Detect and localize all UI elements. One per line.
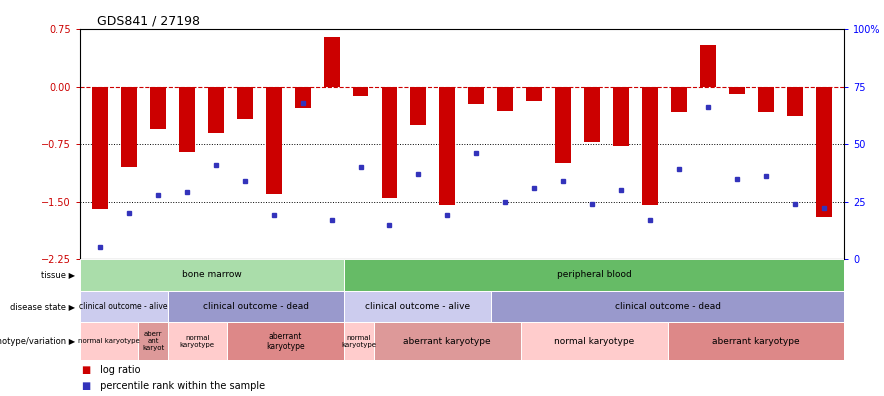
- Bar: [555, 87, 571, 163]
- Text: aberrant karyotype: aberrant karyotype: [713, 337, 800, 346]
- Bar: [344, 291, 492, 322]
- Bar: [266, 87, 282, 194]
- Bar: [121, 87, 137, 167]
- Bar: [374, 322, 521, 360]
- Bar: [80, 291, 168, 322]
- Text: clinical outcome - dead: clinical outcome - dead: [614, 302, 720, 311]
- Text: peripheral blood: peripheral blood: [557, 270, 631, 279]
- Text: clinical outcome - alive: clinical outcome - alive: [80, 302, 168, 311]
- Text: genotype/variation ▶: genotype/variation ▶: [0, 337, 75, 346]
- Text: log ratio: log ratio: [97, 366, 141, 375]
- Bar: [208, 87, 224, 133]
- Text: normal karyotype: normal karyotype: [554, 337, 635, 346]
- Bar: [526, 87, 542, 101]
- Text: clinical outcome - dead: clinical outcome - dead: [203, 302, 309, 311]
- Text: ■: ■: [81, 366, 90, 375]
- Text: ■: ■: [81, 381, 90, 391]
- Bar: [700, 45, 716, 87]
- Text: normal
karyotype: normal karyotype: [341, 335, 377, 348]
- Bar: [168, 291, 344, 322]
- Text: percentile rank within the sample: percentile rank within the sample: [97, 381, 265, 391]
- Text: aberrant karyotype: aberrant karyotype: [403, 337, 491, 346]
- Bar: [80, 259, 344, 291]
- Bar: [439, 87, 455, 206]
- Bar: [226, 322, 344, 360]
- Bar: [139, 322, 168, 360]
- Bar: [237, 87, 253, 119]
- Text: clinical outcome - alive: clinical outcome - alive: [365, 302, 470, 311]
- Text: aberrant
karyotype: aberrant karyotype: [266, 332, 305, 351]
- Bar: [667, 322, 844, 360]
- Bar: [324, 37, 339, 87]
- Bar: [168, 322, 226, 360]
- Text: tissue ▶: tissue ▶: [41, 270, 75, 279]
- Text: GDS841 / 27198: GDS841 / 27198: [97, 14, 201, 27]
- Bar: [344, 322, 374, 360]
- Bar: [410, 87, 426, 125]
- Bar: [521, 322, 667, 360]
- Bar: [382, 87, 398, 198]
- Bar: [353, 87, 369, 96]
- Text: normal karyotype: normal karyotype: [78, 338, 140, 345]
- Text: bone marrow: bone marrow: [182, 270, 242, 279]
- Bar: [344, 259, 844, 291]
- Bar: [584, 87, 600, 142]
- Bar: [498, 87, 514, 111]
- Bar: [729, 87, 745, 94]
- Text: aberr
ant
karyot: aberr ant karyot: [142, 331, 164, 351]
- Bar: [92, 87, 108, 209]
- Bar: [816, 87, 832, 217]
- Bar: [294, 87, 310, 108]
- Bar: [179, 87, 194, 152]
- Bar: [469, 87, 484, 104]
- Bar: [613, 87, 629, 147]
- Bar: [671, 87, 687, 112]
- Bar: [787, 87, 803, 116]
- Bar: [642, 87, 658, 206]
- Bar: [80, 322, 139, 360]
- Bar: [492, 291, 844, 322]
- Text: normal
karyotype: normal karyotype: [179, 335, 215, 348]
- Bar: [758, 87, 774, 112]
- Bar: [149, 87, 165, 129]
- Text: disease state ▶: disease state ▶: [10, 302, 75, 311]
